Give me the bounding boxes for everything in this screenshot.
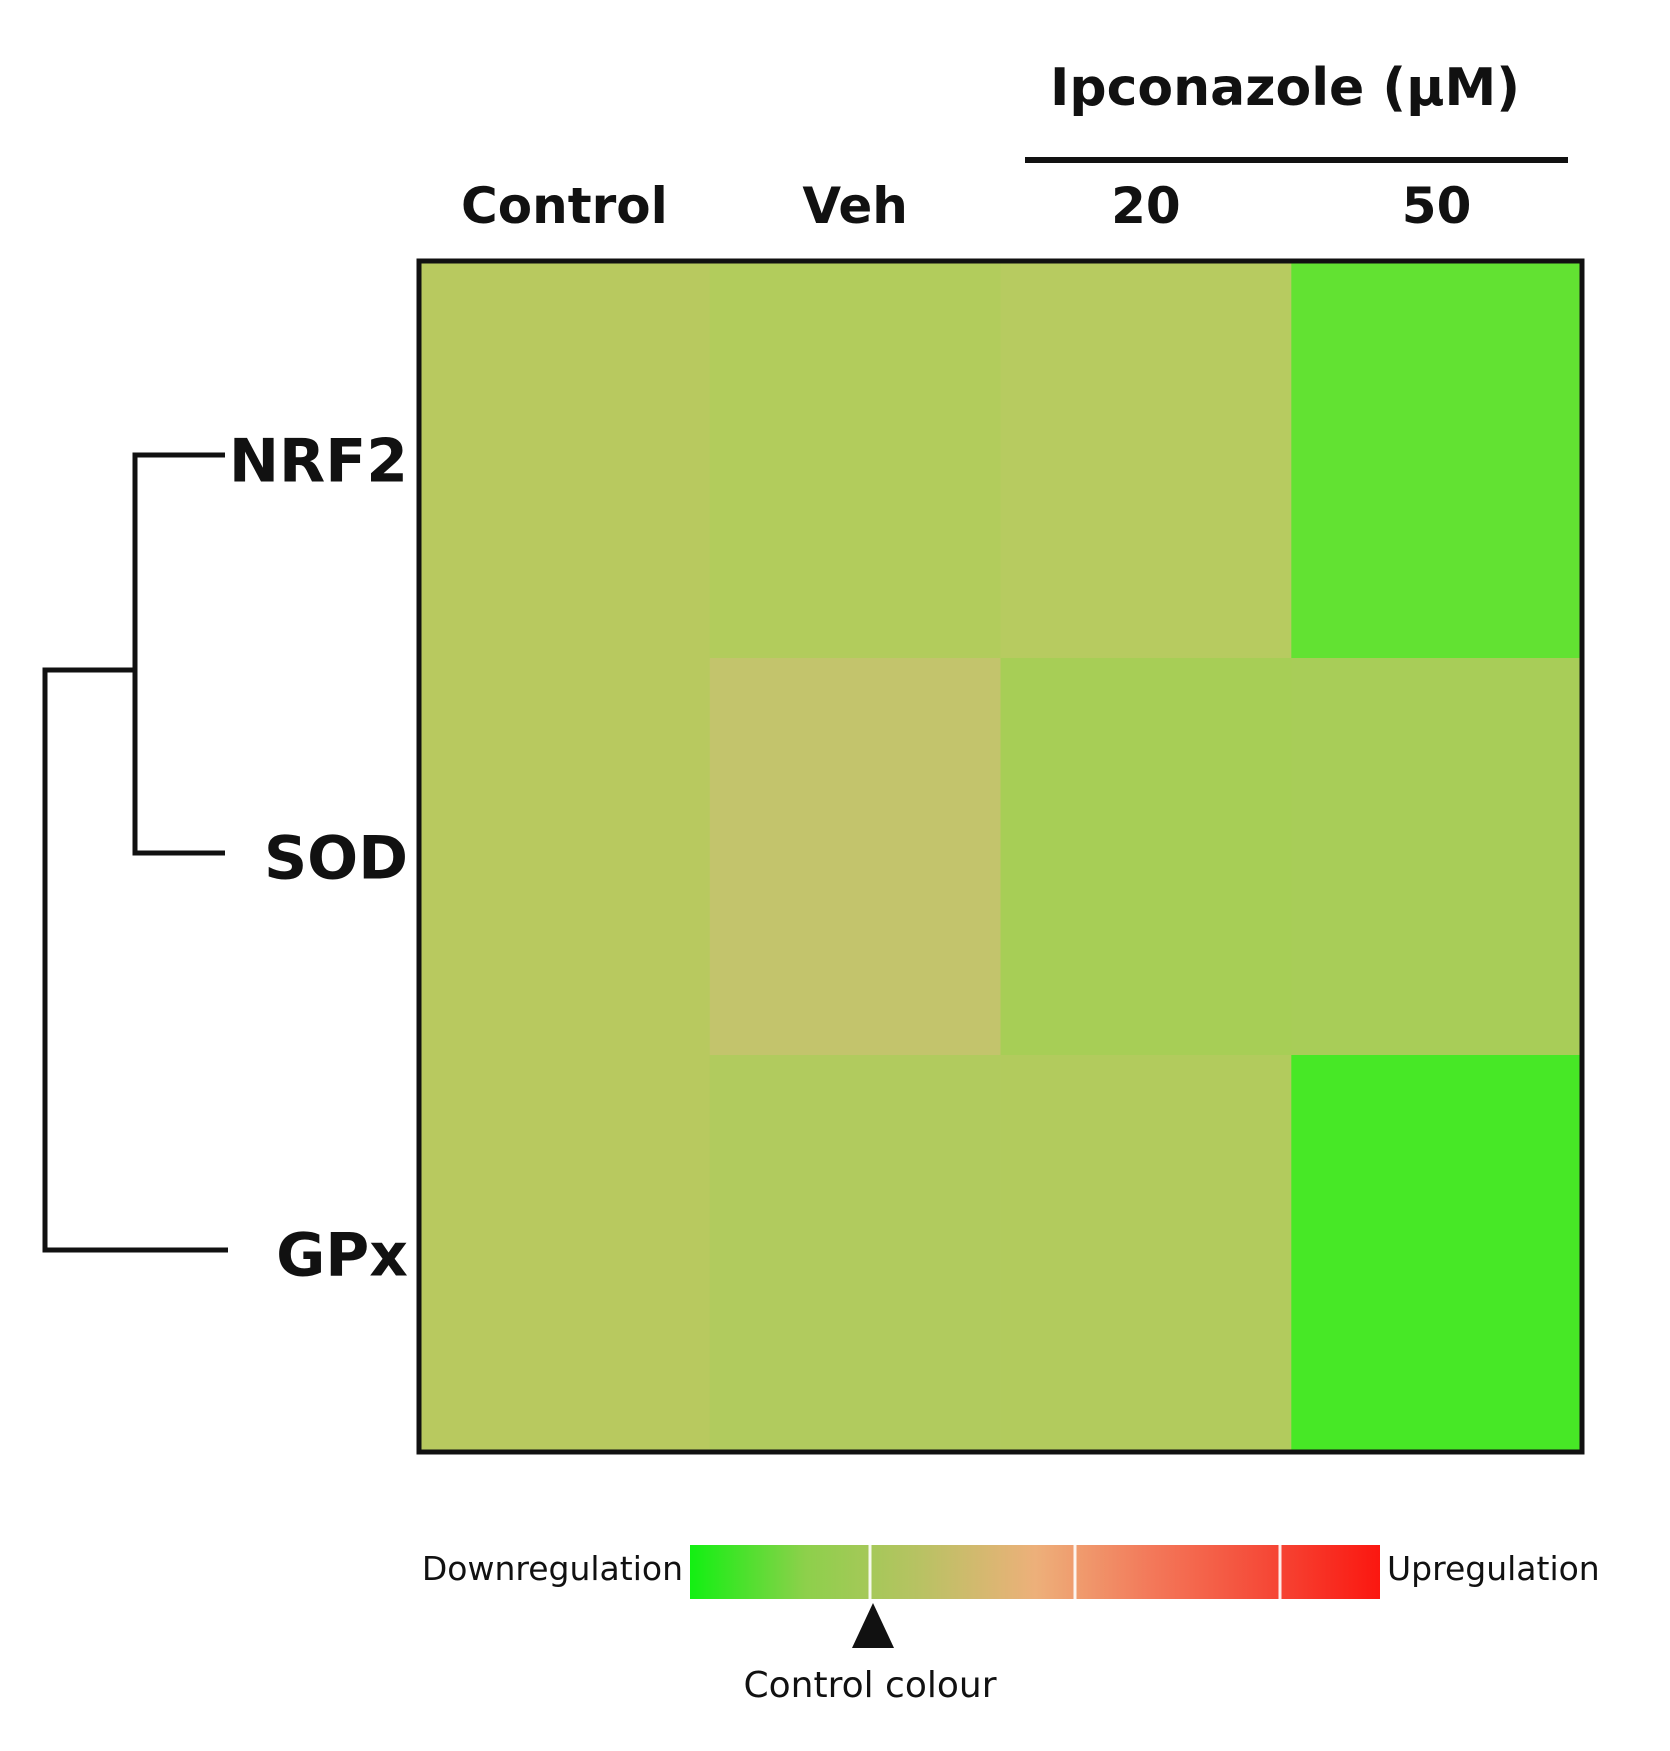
row-labels: NRF2 SOD GPx xyxy=(229,427,408,1291)
heatmap-cells xyxy=(419,261,1583,1453)
dendrogram-branch-nrf2-sod xyxy=(132,452,225,856)
heatmap-cell-nrf2-20 xyxy=(1000,261,1292,659)
heatmap-cell-nrf2-control xyxy=(419,261,711,659)
column-label-veh: Veh xyxy=(802,177,907,235)
heatmap-cell-gpx-control xyxy=(419,1055,711,1453)
column-labels: Control Veh 20 50 xyxy=(461,177,1471,235)
heatmap-cell-sod-control xyxy=(419,658,711,1056)
legend-segment-dividers xyxy=(868,1545,1282,1599)
dendrogram-branch-root xyxy=(42,667,228,1253)
legend-left-label: Downregulation xyxy=(422,1549,683,1588)
column-label-control: Control xyxy=(461,177,668,235)
heatmap-border xyxy=(416,258,1585,1455)
heatmap-cell-nrf2-50 xyxy=(1291,261,1583,659)
column-group-title: Ipconazole (µM) xyxy=(1050,58,1520,118)
column-label-50: 50 xyxy=(1402,177,1472,235)
heatmap-cell-gpx-veh xyxy=(709,1055,1002,1453)
control-colour-label: Control colour xyxy=(743,1665,996,1706)
heatmap-cell-sod-50 xyxy=(1291,658,1583,1056)
column-label-20: 20 xyxy=(1111,177,1181,235)
heatmap-cell-sod-20 xyxy=(1000,658,1292,1056)
legend-right-label: Upregulation xyxy=(1387,1549,1600,1588)
dendrogram xyxy=(42,452,228,1253)
heatmap-cell-gpx-20 xyxy=(1000,1055,1292,1453)
heatmap-cell-gpx-50 xyxy=(1291,1055,1583,1453)
legend-gradient-bar xyxy=(690,1545,1380,1599)
heatmap-cell-nrf2-veh xyxy=(709,261,1002,659)
control-colour-marker xyxy=(852,1603,894,1648)
color-legend: Downregulation Upregulation Control colo… xyxy=(422,1545,1600,1706)
row-label-sod: SOD xyxy=(264,824,408,894)
row-label-nrf2: NRF2 xyxy=(229,427,408,497)
heatmap-cell-sod-veh xyxy=(709,658,1002,1056)
row-label-gpx: GPx xyxy=(276,1221,408,1291)
